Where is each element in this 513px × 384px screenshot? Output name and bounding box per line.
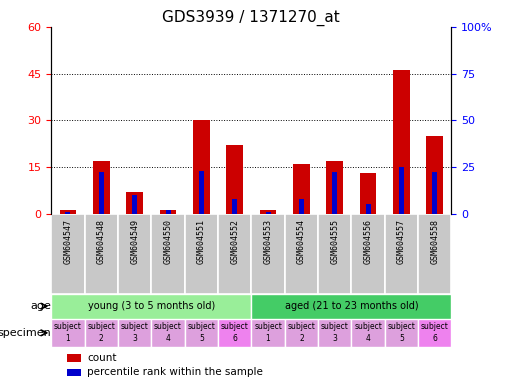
Text: 6: 6: [432, 334, 437, 344]
Text: subject: subject: [87, 322, 115, 331]
Text: GSM604550: GSM604550: [164, 219, 172, 264]
Text: GSM604558: GSM604558: [430, 219, 439, 264]
Bar: [226, 145, 243, 214]
Bar: [385, 319, 418, 347]
Bar: [326, 161, 343, 214]
Text: 5: 5: [399, 334, 404, 344]
Bar: [151, 214, 185, 293]
Bar: [66, 212, 70, 214]
Bar: [51, 293, 251, 319]
Bar: [393, 70, 410, 214]
Text: GSM604556: GSM604556: [364, 219, 372, 264]
Title: GDS3939 / 1371270_at: GDS3939 / 1371270_at: [163, 9, 340, 25]
Bar: [251, 214, 285, 293]
Text: GSM604557: GSM604557: [397, 219, 406, 264]
Text: GSM604552: GSM604552: [230, 219, 239, 264]
Bar: [318, 319, 351, 347]
Text: subject: subject: [387, 322, 416, 331]
Bar: [232, 199, 237, 214]
Text: subject: subject: [187, 322, 215, 331]
Text: 1: 1: [266, 334, 270, 344]
Text: 5: 5: [199, 334, 204, 344]
Bar: [251, 293, 451, 319]
Text: young (3 to 5 months old): young (3 to 5 months old): [88, 301, 215, 311]
Bar: [351, 214, 385, 293]
Text: subject: subject: [121, 322, 149, 331]
Bar: [332, 172, 337, 214]
Bar: [366, 204, 370, 214]
Bar: [160, 210, 176, 214]
Bar: [351, 319, 385, 347]
Text: 4: 4: [166, 334, 170, 344]
Bar: [399, 167, 404, 214]
Text: subject: subject: [321, 322, 349, 331]
Bar: [293, 164, 310, 214]
Text: age: age: [30, 301, 51, 311]
Bar: [51, 214, 85, 293]
Bar: [285, 214, 318, 293]
Bar: [193, 120, 210, 214]
Text: subject: subject: [287, 322, 315, 331]
Bar: [118, 214, 151, 293]
Text: percentile rank within the sample: percentile rank within the sample: [87, 367, 263, 377]
Bar: [60, 210, 76, 214]
Bar: [360, 173, 377, 214]
Bar: [426, 136, 443, 214]
Bar: [418, 319, 451, 347]
Text: 2: 2: [299, 334, 304, 344]
Text: 4: 4: [366, 334, 370, 344]
Bar: [118, 319, 151, 347]
Bar: [85, 214, 118, 293]
Text: 3: 3: [332, 334, 337, 344]
Bar: [185, 214, 218, 293]
Text: aged (21 to 23 months old): aged (21 to 23 months old): [285, 301, 418, 311]
Text: 2: 2: [99, 334, 104, 344]
Bar: [385, 214, 418, 293]
Text: subject: subject: [54, 322, 82, 331]
Text: GSM604548: GSM604548: [97, 219, 106, 264]
Bar: [151, 319, 185, 347]
Bar: [285, 319, 318, 347]
Text: specimen: specimen: [0, 328, 51, 338]
Text: subject: subject: [154, 322, 182, 331]
Bar: [218, 319, 251, 347]
Bar: [126, 192, 143, 214]
Bar: [132, 195, 137, 214]
Bar: [266, 212, 270, 214]
Bar: [199, 170, 204, 214]
Text: count: count: [87, 353, 117, 363]
Bar: [166, 210, 170, 214]
Bar: [185, 319, 218, 347]
Bar: [299, 199, 304, 214]
Text: 1: 1: [66, 334, 70, 344]
Text: GSM604551: GSM604551: [197, 219, 206, 264]
Text: subject: subject: [221, 322, 249, 331]
Text: GSM604555: GSM604555: [330, 219, 339, 264]
Bar: [251, 319, 285, 347]
Text: 6: 6: [232, 334, 237, 344]
Bar: [93, 161, 110, 214]
Text: subject: subject: [254, 322, 282, 331]
Text: GSM604549: GSM604549: [130, 219, 139, 264]
Bar: [260, 210, 277, 214]
Bar: [99, 172, 104, 214]
Bar: [218, 214, 251, 293]
Bar: [418, 214, 451, 293]
Text: subject: subject: [421, 322, 449, 331]
Bar: [432, 172, 437, 214]
Text: GSM604554: GSM604554: [297, 219, 306, 264]
Text: 3: 3: [132, 334, 137, 344]
Text: GSM604547: GSM604547: [64, 219, 72, 264]
Bar: [51, 319, 85, 347]
Bar: [67, 354, 81, 362]
Text: GSM604553: GSM604553: [264, 219, 272, 264]
Bar: [85, 319, 118, 347]
Bar: [67, 369, 81, 376]
Bar: [318, 214, 351, 293]
Text: subject: subject: [354, 322, 382, 331]
